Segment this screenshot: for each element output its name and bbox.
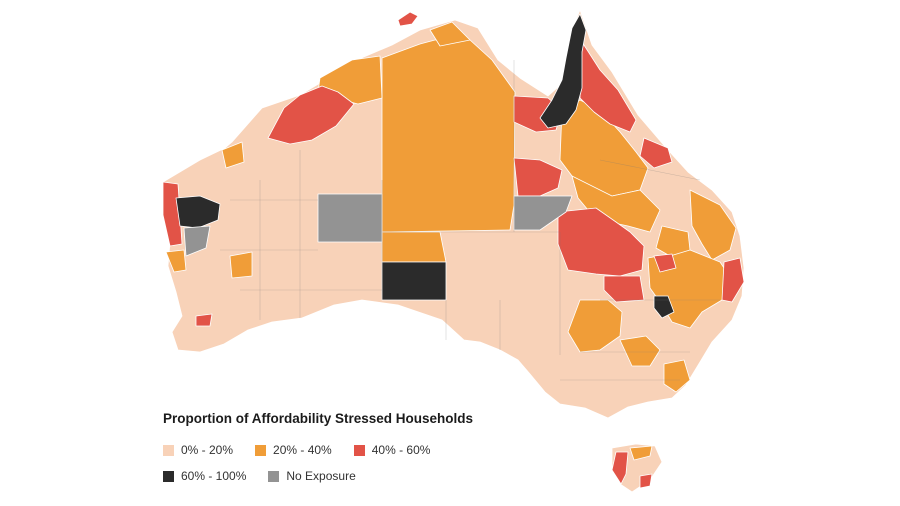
legend-label-20-40: 20% - 40%: [273, 443, 332, 457]
new-south-wales-west: [567, 299, 623, 353]
cape-york-peninsula: [539, 13, 587, 129]
legend-label-no-exposure: No Exposure: [286, 469, 356, 483]
queensland-far-north: [579, 41, 637, 133]
queensland-central: [571, 175, 661, 233]
nt-top-end: [429, 21, 471, 47]
legend-row-1: 0% - 20% 20% - 40% 40% - 60%: [163, 442, 493, 458]
western-australia-north: [221, 141, 245, 169]
pilbara-inland: [175, 195, 221, 229]
nsw-coast: [721, 257, 745, 303]
queensland-inner-east: [655, 225, 691, 257]
legend-swatch-no-exposure: [268, 470, 280, 482]
legend-label-40-60: 40% - 60%: [371, 443, 431, 457]
south-australia-north: [381, 261, 447, 301]
legend-swatch-40-60: [353, 444, 365, 456]
legend-swatch-0-20: [163, 444, 174, 456]
queensland-east-coast: [689, 189, 737, 261]
queensland-south-east: [653, 253, 677, 273]
region-boundaries: [220, 60, 720, 381]
class-no-exposure-regions: [183, 193, 573, 257]
legend-label-0-20: 0% - 20%: [181, 443, 234, 457]
nsw-central: [653, 295, 675, 319]
tasmania-north: [629, 445, 653, 461]
wa-south-coast: [195, 313, 213, 327]
tasmania-west: [611, 451, 629, 485]
legend-item-40-60: 40% - 60%: [353, 443, 431, 457]
northern-territory-central: [381, 39, 516, 233]
victoria-east: [663, 359, 691, 393]
western-australia-inland-1: [229, 251, 253, 279]
boundary-qld-1: [599, 159, 701, 181]
western-australia-west-coast: [165, 249, 187, 273]
nsw-north-west: [603, 275, 645, 303]
arnhem-land-tip: [397, 11, 419, 27]
legend-item-no-exposure: No Exposure: [268, 469, 356, 483]
queensland-coast-mid: [639, 137, 673, 169]
tasmania-south: [639, 473, 653, 489]
legend-swatch-20-40: [255, 444, 267, 456]
queensland-south-west: [513, 195, 573, 231]
legend-swatch-60-100: [163, 470, 174, 482]
kimberley-north: [267, 85, 355, 145]
legend-row-2: 60% - 100% No Exposure: [163, 468, 493, 484]
legend-label-60-100: 60% - 100%: [181, 469, 247, 483]
nt-south-strip: [381, 231, 447, 263]
legend-title: Proportion of Affordability Stressed Hou…: [163, 411, 474, 426]
pilbara-south: [183, 225, 211, 257]
class-20-40-regions: [165, 21, 737, 393]
map-legend: Proportion of Affordability Stressed Hou…: [163, 411, 493, 494]
legend-item-0-20: 0% - 20%: [163, 443, 233, 457]
wa-central-desert: [317, 193, 383, 243]
class-60-100-regions: [175, 13, 675, 319]
victoria-north: [619, 335, 661, 367]
queensland-central-west: [557, 207, 645, 277]
class-40-60-regions: [162, 11, 745, 327]
legend-item-20-40: 20% - 40%: [255, 443, 332, 457]
legend-item-60-100: 60% - 100%: [163, 469, 246, 483]
